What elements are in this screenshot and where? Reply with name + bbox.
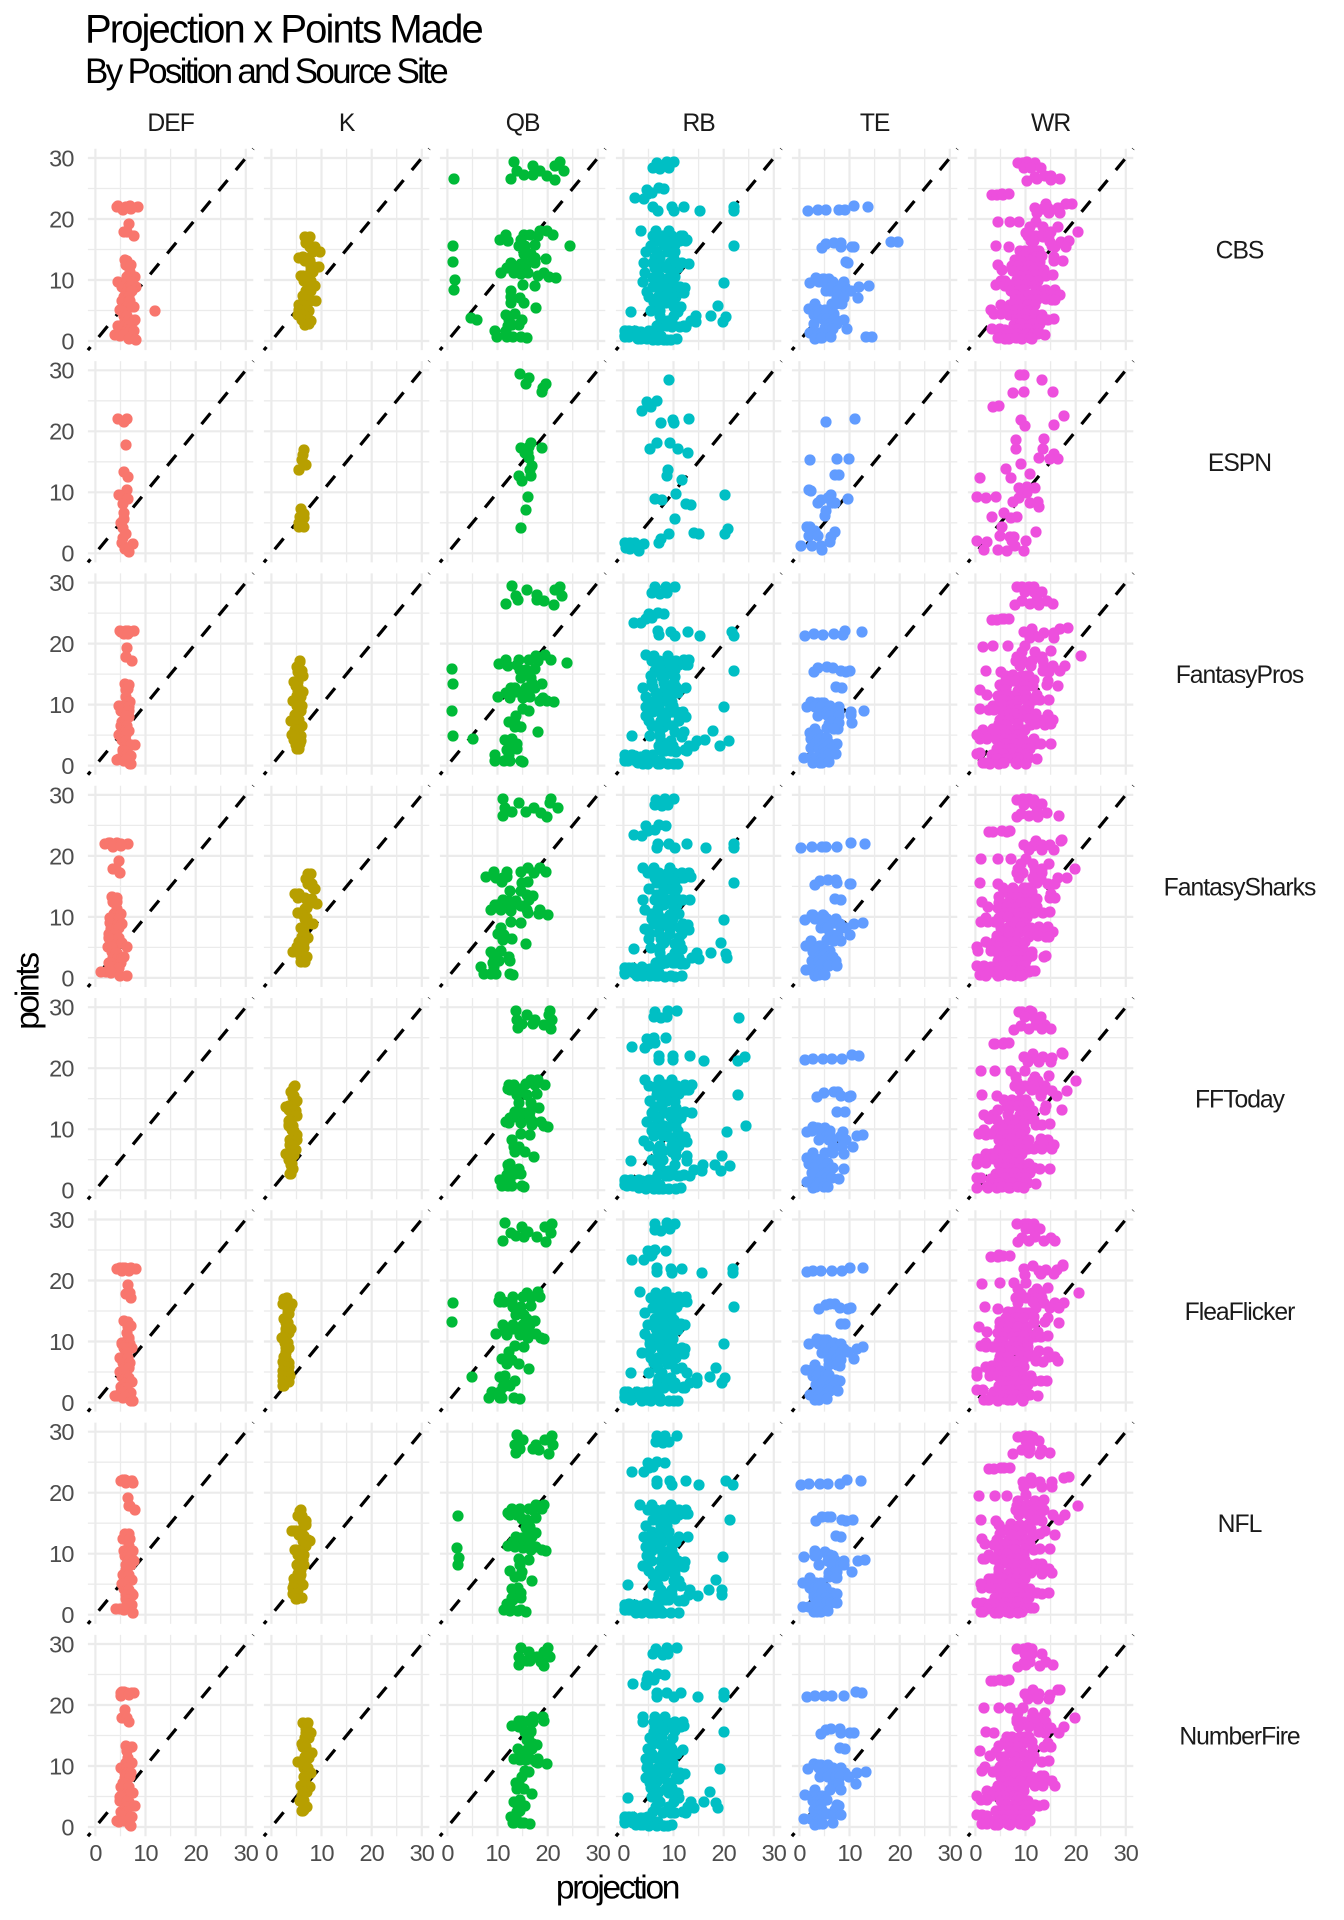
- svg-text:0: 0: [793, 1840, 806, 1866]
- svg-text:QB: QB: [506, 110, 540, 137]
- svg-text:CBS: CBS: [1216, 238, 1264, 265]
- svg-text:10: 10: [1013, 1840, 1038, 1866]
- svg-text:20: 20: [360, 1840, 385, 1866]
- svg-text:10: 10: [49, 904, 74, 930]
- svg-text:TE: TE: [860, 110, 890, 137]
- svg-text:0: 0: [617, 1840, 630, 1866]
- svg-text:FantasySharks: FantasySharks: [1164, 874, 1316, 901]
- svg-text:20: 20: [712, 1840, 737, 1866]
- svg-text:10: 10: [133, 1840, 158, 1866]
- svg-text:30: 30: [49, 995, 74, 1021]
- svg-text:20: 20: [49, 206, 74, 232]
- svg-text:0: 0: [61, 541, 74, 567]
- svg-text:10: 10: [49, 1541, 74, 1567]
- svg-text:10: 10: [485, 1840, 510, 1866]
- svg-text:10: 10: [49, 267, 74, 293]
- svg-text:10: 10: [49, 1753, 74, 1779]
- svg-text:20: 20: [49, 843, 74, 869]
- svg-text:0: 0: [265, 1840, 278, 1866]
- svg-text:30: 30: [49, 570, 74, 596]
- svg-text:FantasyPros: FantasyPros: [1176, 662, 1304, 689]
- svg-text:0: 0: [61, 1178, 74, 1204]
- svg-text:30: 30: [49, 358, 74, 384]
- svg-text:20: 20: [49, 631, 74, 657]
- svg-text:FFToday: FFToday: [1195, 1087, 1286, 1114]
- svg-text:10: 10: [49, 692, 74, 718]
- svg-text:20: 20: [536, 1840, 561, 1866]
- svg-text:30: 30: [49, 1631, 74, 1657]
- svg-text:10: 10: [49, 480, 74, 506]
- svg-text:DEF: DEF: [147, 110, 194, 137]
- svg-text:0: 0: [61, 328, 74, 354]
- svg-text:0: 0: [89, 1840, 102, 1866]
- svg-text:10: 10: [837, 1840, 862, 1866]
- svg-text:20: 20: [1064, 1840, 1089, 1866]
- svg-text:By Position and Source Site: By Position and Source Site: [85, 52, 447, 91]
- svg-text:20: 20: [49, 1480, 74, 1506]
- svg-text:10: 10: [661, 1840, 686, 1866]
- svg-text:Projection x Points Made: Projection x Points Made: [85, 7, 482, 51]
- svg-text:30: 30: [49, 1207, 74, 1233]
- svg-text:30: 30: [49, 1419, 74, 1445]
- svg-text:NFL: NFL: [1218, 1511, 1262, 1538]
- svg-text:20: 20: [49, 419, 74, 445]
- svg-text:10: 10: [49, 1117, 74, 1143]
- svg-text:20: 20: [49, 1056, 74, 1082]
- svg-text:30: 30: [49, 782, 74, 808]
- svg-text:20: 20: [49, 1268, 74, 1294]
- svg-text:WR: WR: [1031, 110, 1070, 137]
- svg-text:points: points: [10, 953, 47, 1030]
- svg-text:0: 0: [441, 1840, 454, 1866]
- svg-text:30: 30: [410, 1840, 435, 1866]
- svg-text:0: 0: [61, 965, 74, 991]
- svg-text:10: 10: [309, 1840, 334, 1866]
- svg-text:20: 20: [49, 1692, 74, 1718]
- svg-text:0: 0: [969, 1840, 982, 1866]
- svg-text:0: 0: [61, 1390, 74, 1416]
- svg-text:30: 30: [586, 1840, 611, 1866]
- svg-text:0: 0: [61, 1814, 74, 1840]
- svg-text:0: 0: [61, 1602, 74, 1628]
- svg-text:20: 20: [888, 1840, 913, 1866]
- svg-text:RB: RB: [682, 110, 715, 137]
- svg-text:K: K: [339, 110, 356, 137]
- svg-text:20: 20: [184, 1840, 209, 1866]
- svg-text:30: 30: [49, 145, 74, 171]
- svg-text:30: 30: [234, 1840, 259, 1866]
- svg-text:NumberFire: NumberFire: [1179, 1724, 1300, 1751]
- svg-text:10: 10: [49, 1329, 74, 1355]
- svg-text:0: 0: [61, 753, 74, 779]
- svg-text:30: 30: [1114, 1840, 1139, 1866]
- svg-text:30: 30: [938, 1840, 963, 1866]
- svg-text:projection: projection: [556, 1870, 679, 1907]
- svg-text:ESPN: ESPN: [1208, 450, 1271, 477]
- svg-text:FleaFlicker: FleaFlicker: [1185, 1299, 1295, 1326]
- svg-text:30: 30: [762, 1840, 787, 1866]
